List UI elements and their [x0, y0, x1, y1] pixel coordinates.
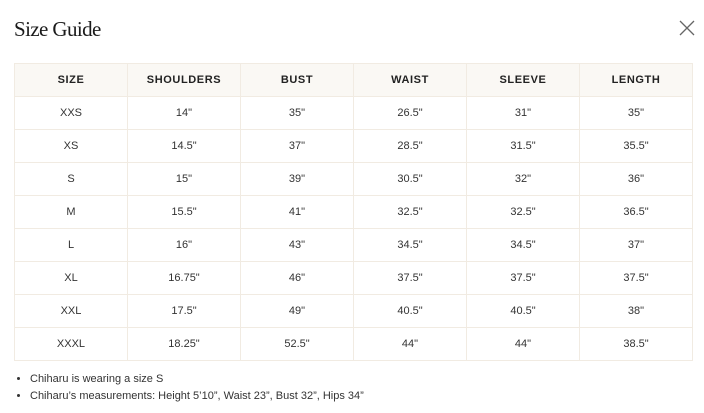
table-row: L 16" 43" 34.5" 34.5" 37" [14, 228, 693, 262]
table-cell: 38" [579, 294, 693, 328]
table-cell: 37" [579, 228, 693, 262]
table-cell: 37.5" [466, 261, 580, 295]
size-table: SIZE SHOULDERS BUST WAIST SLEEVE LENGTH XXS 14… [14, 63, 693, 361]
table-cell: 34.5" [466, 228, 580, 262]
note-size: Chiharu is wearing a size S [30, 371, 364, 388]
table-cell: 49" [240, 294, 354, 328]
table-cell: L [14, 228, 128, 262]
table-cell: 41" [240, 195, 354, 229]
table-cell: 40.5" [353, 294, 467, 328]
table-cell: 35" [240, 96, 354, 130]
model-notes: Chiharu is wearing a size S Chiharu’s me… [14, 371, 364, 405]
table-cell: 32.5" [353, 195, 467, 229]
column-header: SLEEVE [466, 63, 580, 97]
table-row: XXXL 18.25" 52.5" 44" 44" 38.5" [14, 327, 693, 361]
table-cell: 37" [240, 129, 354, 163]
table-cell: S [14, 162, 128, 196]
table-cell: 15.5" [127, 195, 241, 229]
table-cell: 44" [466, 327, 580, 361]
table-row: XXL 17.5" 49" 40.5" 40.5" 38" [14, 294, 693, 328]
table-cell: 16.75" [127, 261, 241, 295]
table-cell: XL [14, 261, 128, 295]
table-row: S 15" 39" 30.5" 32" 36" [14, 162, 693, 196]
table-cell: 44" [353, 327, 467, 361]
table-cell: XS [14, 129, 128, 163]
note-measurements: Chiharu’s measurements: Height 5’10”, Wa… [30, 388, 364, 405]
table-cell: 38.5" [579, 327, 693, 361]
table-cell: 30.5" [353, 162, 467, 196]
table-cell: M [14, 195, 128, 229]
table-cell: 36.5" [579, 195, 693, 229]
column-header: LENGTH [579, 63, 693, 97]
table-row: XS 14.5" 37" 28.5" 31.5" 35.5" [14, 129, 693, 163]
table-cell: 40.5" [466, 294, 580, 328]
table-cell: 43" [240, 228, 354, 262]
table-cell: 15" [127, 162, 241, 196]
table-cell: 46" [240, 261, 354, 295]
table-cell: 28.5" [353, 129, 467, 163]
table-cell: 32.5" [466, 195, 580, 229]
table-cell: XXS [14, 96, 128, 130]
table-cell: 17.5" [127, 294, 241, 328]
table-cell: 14.5" [127, 129, 241, 163]
table-cell: 18.25" [127, 327, 241, 361]
column-header: SIZE [14, 63, 128, 97]
table-cell: 16" [127, 228, 241, 262]
table-cell: 32" [466, 162, 580, 196]
table-cell: 35.5" [579, 129, 693, 163]
column-header: BUST [240, 63, 354, 97]
table-cell: 26.5" [353, 96, 467, 130]
table-cell: 36" [579, 162, 693, 196]
table-cell: 37.5" [579, 261, 693, 295]
table-cell: 31.5" [466, 129, 580, 163]
table-cell: XXL [14, 294, 128, 328]
table-cell: 31" [466, 96, 580, 130]
close-icon[interactable] [678, 19, 696, 37]
table-row: XXS 14" 35" 26.5" 31" 35" [14, 96, 693, 130]
column-header: WAIST [353, 63, 467, 97]
table-cell: 34.5" [353, 228, 467, 262]
table-cell: 52.5" [240, 327, 354, 361]
table-row: M 15.5" 41" 32.5" 32.5" 36.5" [14, 195, 693, 229]
page-title: Size Guide [14, 17, 101, 41]
table-cell: 14" [127, 96, 241, 130]
table-cell: XXXL [14, 327, 128, 361]
column-header: SHOULDERS [127, 63, 241, 97]
table-row: XL 16.75" 46" 37.5" 37.5" 37.5" [14, 261, 693, 295]
table-cell: 39" [240, 162, 354, 196]
table-header-row: SIZE SHOULDERS BUST WAIST SLEEVE LENGTH [14, 63, 693, 97]
table-cell: 37.5" [353, 261, 467, 295]
table-cell: 35" [579, 96, 693, 130]
